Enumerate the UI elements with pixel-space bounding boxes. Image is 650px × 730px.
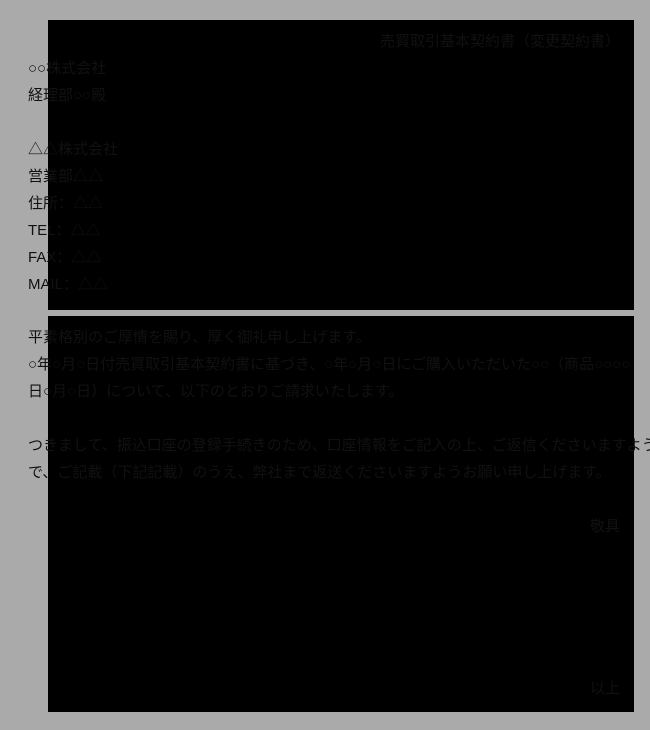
body-line-2: ○年○月○日付売買取引基本契約書に基づき、○年○月○日にご購入いただいた○○（商… bbox=[28, 351, 620, 378]
panel-top: 売買取引基本契約書（変更契約書） ○○株式会社 経理部○○殿 △△株式会社 営業… bbox=[14, 20, 634, 310]
sender-tel: TEL：△△ bbox=[28, 217, 620, 244]
blank-line bbox=[28, 567, 620, 594]
blank-line bbox=[28, 109, 620, 136]
sender-dept: 営業部△△ bbox=[28, 163, 620, 190]
page: 売買取引基本契約書（変更契約書） ○○株式会社 経理部○○殿 △△株式会社 営業… bbox=[0, 0, 650, 730]
sender-company: △△株式会社 bbox=[28, 136, 620, 163]
panel-top-content: 売買取引基本契約書（変更契約書） ○○株式会社 経理部○○殿 △△株式会社 営業… bbox=[28, 28, 620, 352]
body-line-6: で、ご記載（下記記載）のうえ、弊社まで返送くださいますようお願い申し上げます。 bbox=[28, 459, 620, 486]
panel-bottom-content: 平素格別のご厚情を賜り、厚く御礼申し上げます。 ○年○月○日付売買取引基本契約書… bbox=[28, 324, 620, 702]
body-line-1: 平素格別のご厚情を賜り、厚く御礼申し上げます。 bbox=[28, 324, 620, 351]
sender-mail: MAIL：△△ bbox=[28, 271, 620, 298]
doc-title: 売買取引基本契約書（変更契約書） bbox=[28, 28, 620, 55]
blank-line bbox=[28, 594, 620, 621]
sender-address: 住所：△△ bbox=[28, 190, 620, 217]
blank-line bbox=[28, 486, 620, 513]
closing-ijou: 以上 bbox=[28, 675, 620, 702]
closing-keigu: 敬具 bbox=[28, 513, 620, 540]
body-line-5: つきまして、振込口座の登録手続きのため、口座情報をご記入の上、ご返信くださいます… bbox=[28, 432, 620, 459]
sender-fax: FAX：△△ bbox=[28, 244, 620, 271]
body-line-3: 日○月○日）について、以下のとおりご請求いたします。 bbox=[28, 378, 620, 405]
blank-line bbox=[28, 648, 620, 675]
blank-line bbox=[28, 540, 620, 567]
blank-line bbox=[28, 621, 620, 648]
blank-line bbox=[28, 405, 620, 432]
addressee-company: ○○株式会社 bbox=[28, 55, 620, 82]
addressee-dept: 経理部○○殿 bbox=[28, 82, 620, 109]
panel-bottom: 平素格別のご厚情を賜り、厚く御礼申し上げます。 ○年○月○日付売買取引基本契約書… bbox=[14, 316, 634, 712]
